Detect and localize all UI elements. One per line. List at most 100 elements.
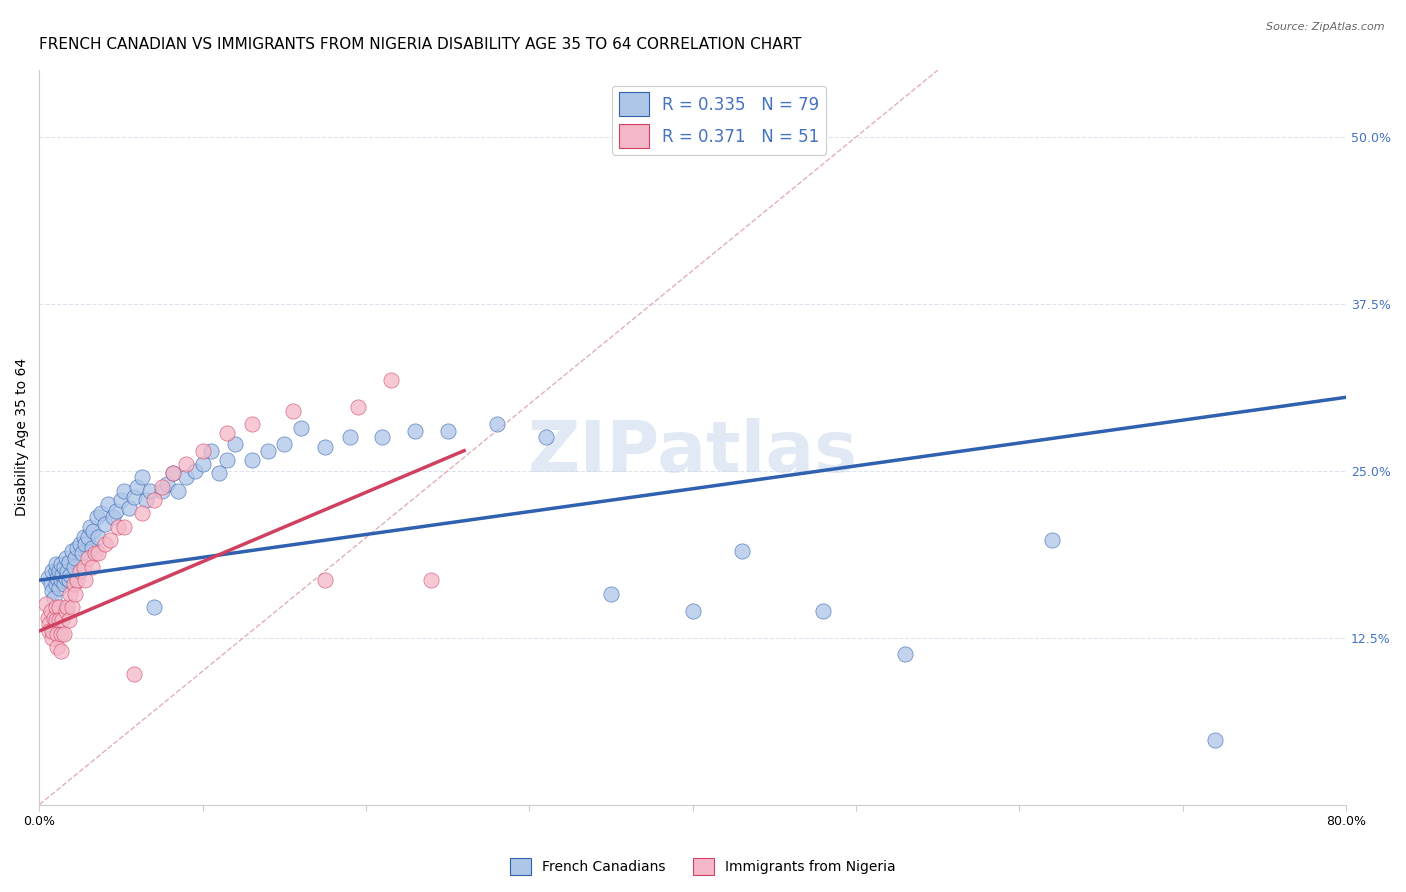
Point (48, 564, 70, 578)
Point (600, 586, 623, 600)
Point (731, 544, 754, 558)
Point (273, 437, 295, 451)
Point (150, 483, 173, 498)
Point (72, 531, 94, 545)
Point (55, 570, 77, 584)
Point (127, 480, 149, 494)
Point (75, 573, 97, 587)
Point (69, 564, 91, 578)
Point (224, 437, 246, 451)
Point (42, 610, 65, 624)
Point (46, 570, 69, 584)
Point (69, 537, 91, 551)
Point (58, 613, 80, 627)
Legend: French Canadians, Immigrants from Nigeria: French Canadians, Immigrants from Nigeri… (505, 853, 901, 880)
Point (39, 577, 62, 591)
Point (217, 453, 239, 467)
Point (49, 557, 72, 571)
Point (45, 564, 67, 578)
Point (56, 599, 79, 614)
Point (80, 559, 103, 574)
Point (1204, 733, 1226, 747)
Point (45, 577, 67, 591)
Point (135, 493, 157, 508)
Point (79, 520, 101, 534)
Point (118, 501, 141, 516)
Point (894, 647, 917, 661)
Point (534, 430, 557, 444)
Point (77, 550, 100, 565)
Point (59, 567, 82, 582)
Point (42, 591, 65, 605)
Point (112, 483, 135, 498)
Point (240, 417, 263, 431)
Point (191, 457, 214, 471)
Point (66, 541, 89, 556)
Point (58, 554, 80, 568)
Point (41, 631, 63, 645)
Point (257, 443, 280, 458)
Point (131, 470, 153, 484)
Point (420, 573, 443, 587)
Point (436, 424, 458, 438)
Point (97, 497, 120, 511)
Point (110, 493, 132, 508)
Point (339, 430, 361, 444)
Point (86, 510, 108, 524)
Point (87, 531, 110, 545)
Point (65, 550, 87, 565)
Point (176, 457, 198, 471)
Point (142, 493, 165, 508)
Point (208, 467, 231, 481)
Point (404, 424, 426, 438)
Point (49, 626, 72, 640)
Point (240, 453, 263, 467)
Point (84, 547, 107, 561)
Point (41, 564, 63, 578)
Point (156, 477, 179, 491)
Point (131, 507, 153, 521)
Point (290, 421, 312, 435)
Y-axis label: Disability Age 35 to 64: Disability Age 35 to 64 (15, 359, 30, 516)
Point (314, 573, 336, 587)
Point (37, 570, 59, 584)
Point (62, 577, 84, 591)
Point (52, 559, 75, 574)
Point (51, 613, 73, 627)
Point (52, 626, 75, 640)
Point (52, 577, 75, 591)
Point (167, 483, 190, 498)
Point (55, 550, 77, 565)
Point (48, 613, 70, 627)
Point (87, 547, 110, 561)
Point (45, 599, 67, 614)
Text: ZIPatlas: ZIPatlas (527, 417, 858, 486)
Point (281, 403, 304, 417)
Point (371, 430, 394, 444)
Text: Source: ZipAtlas.com: Source: ZipAtlas.com (1267, 22, 1385, 32)
Legend: R = 0.335   N = 79, R = 0.371   N = 51: R = 0.335 N = 79, R = 0.371 N = 51 (612, 86, 825, 154)
Point (150, 480, 173, 494)
Point (48, 599, 70, 614)
Point (58, 573, 80, 587)
Point (139, 483, 162, 498)
Point (200, 443, 222, 458)
Point (51, 567, 73, 582)
Point (98, 533, 121, 548)
Point (162, 467, 184, 481)
Point (49, 644, 72, 658)
Point (82, 524, 104, 538)
Point (41, 624, 63, 638)
Point (41, 583, 63, 598)
Point (80, 541, 103, 556)
Point (46, 640, 69, 654)
Point (162, 467, 184, 481)
Point (49, 573, 72, 587)
Point (183, 464, 205, 478)
Point (682, 604, 704, 618)
Point (38, 617, 60, 632)
Point (39, 604, 62, 618)
Point (142, 599, 165, 614)
Point (45, 613, 67, 627)
Point (217, 426, 239, 441)
